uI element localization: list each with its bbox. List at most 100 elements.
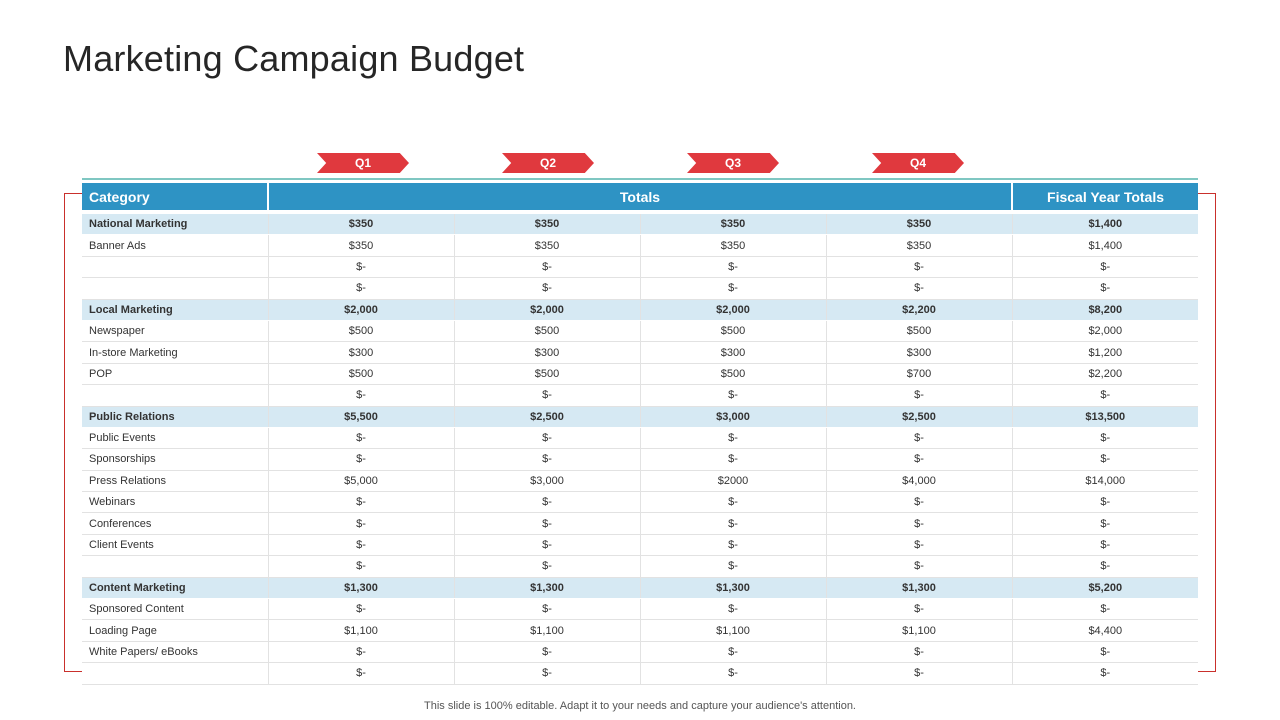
cell-category: Press Relations [82, 470, 269, 493]
cell-q2: $350 [454, 214, 641, 236]
table-row: Sponsorships $- $- $- $- $- [82, 448, 1199, 471]
cell-q4: $1,300 [826, 577, 1013, 600]
cell-q2: $- [454, 534, 641, 557]
cell-q3: $- [640, 256, 827, 279]
cell-fiscal-year-total: $1,400 [1012, 234, 1199, 257]
cell-q3: $2,000 [640, 299, 827, 321]
cell-q2: $- [454, 491, 641, 514]
cell-q4: $350 [826, 214, 1013, 236]
cell-fiscal-year-total: $- [1012, 662, 1199, 685]
cell-category: Conferences [82, 512, 269, 535]
cell-q1: $350 [268, 214, 455, 236]
cell-q4: $- [826, 641, 1013, 664]
cell-q4: $- [826, 534, 1013, 557]
cell-fiscal-year-total: $1,200 [1012, 341, 1199, 364]
cell-q4: $2,200 [826, 299, 1013, 321]
cell-q3: $- [640, 491, 827, 514]
cell-q2: $1,300 [454, 577, 641, 600]
section-row: Local Marketing $2,000 $2,000 $2,000 $2,200 $… [82, 299, 1199, 321]
cell-fiscal-year-total: $4,400 [1012, 619, 1199, 642]
cell-q1: $500 [268, 320, 455, 343]
cell-q4: $- [826, 277, 1013, 300]
table-row: Press Relations $5,000 $3,000 $2000 $4,000 $1… [82, 470, 1199, 493]
table-row: Sponsored Content $- $- $- $- $- [82, 598, 1199, 621]
table-row: In-store Marketing $300 $300 $300 $300 $1,200 [82, 341, 1199, 364]
table-header-row: Category Totals Fiscal Year Totals [82, 183, 1199, 210]
cell-fiscal-year-total: $- [1012, 512, 1199, 535]
cell-fiscal-year-total: $13,500 [1012, 406, 1199, 428]
cell-category: Public Events [82, 427, 269, 450]
table-row: Conferences $- $- $- $- $- [82, 512, 1199, 535]
section-row: Content Marketing $1,300 $1,300 $1,300 $1,30… [82, 577, 1199, 600]
cell-fiscal-year-total: $8,200 [1012, 299, 1199, 321]
cell-q3: $- [640, 512, 827, 535]
cell-q3: $- [640, 448, 827, 471]
cell-fiscal-year-total: $- [1012, 448, 1199, 471]
cell-q2: $- [454, 641, 641, 664]
table-row: $- $- $- $- $- [82, 555, 1199, 578]
table-row: $- $- $- $- $- [82, 277, 1199, 300]
table-row: $- $- $- $- $- [82, 384, 1199, 407]
cell-category: Public Relations [82, 406, 269, 428]
cell-q3: $350 [640, 234, 827, 257]
cell-q3: $500 [640, 363, 827, 386]
quarter-tab-q2: Q2 [502, 153, 594, 173]
cell-category: Loading Page [82, 619, 269, 642]
cell-category: Content Marketing [82, 577, 269, 600]
cell-category: White Papers/ eBooks [82, 641, 269, 664]
cell-q2: $300 [454, 341, 641, 364]
cell-category [82, 555, 269, 578]
cell-q2: $- [454, 448, 641, 471]
cell-q2: $- [454, 384, 641, 407]
cell-fiscal-year-total: $- [1012, 534, 1199, 557]
cell-fiscal-year-total: $- [1012, 491, 1199, 514]
cell-q4: $- [826, 555, 1013, 578]
header-fiscal-year-totals: Fiscal Year Totals [1012, 183, 1199, 210]
table-row: POP $500 $500 $500 $700 $2,200 [82, 363, 1199, 386]
cell-q2: $1,100 [454, 619, 641, 642]
table-row: Public Events $- $- $- $- $- [82, 427, 1199, 450]
header-totals: Totals [268, 183, 1014, 210]
cell-q1: $1,100 [268, 619, 455, 642]
table-row: Loading Page $1,100 $1,100 $1,100 $1,100 $4,4… [82, 619, 1199, 642]
cell-q3: $3,000 [640, 406, 827, 428]
cell-q1: $- [268, 256, 455, 279]
cell-category [82, 662, 269, 685]
cell-fiscal-year-total: $- [1012, 427, 1199, 450]
cell-q4: $- [826, 256, 1013, 279]
cell-fiscal-year-total: $- [1012, 555, 1199, 578]
cell-q3: $1,300 [640, 577, 827, 600]
cell-q3: $- [640, 641, 827, 664]
cell-fiscal-year-total: $- [1012, 277, 1199, 300]
quarter-tab-q4: Q4 [872, 153, 964, 173]
cell-q2: $500 [454, 363, 641, 386]
cell-q4: $1,100 [826, 619, 1013, 642]
cell-q2: $500 [454, 320, 641, 343]
cell-q1: $- [268, 512, 455, 535]
cell-q2: $- [454, 555, 641, 578]
cell-q4: $- [826, 512, 1013, 535]
cell-q1: $- [268, 641, 455, 664]
cell-q3: $2000 [640, 470, 827, 493]
cell-q4: $- [826, 598, 1013, 621]
cell-q3: $- [640, 427, 827, 450]
cell-q4: $4,000 [826, 470, 1013, 493]
table-row: Newspaper $500 $500 $500 $500 $2,000 [82, 320, 1199, 343]
cell-q2: $- [454, 256, 641, 279]
cell-q4: $300 [826, 341, 1013, 364]
section-row: Public Relations $5,500 $2,500 $3,000 $2,500… [82, 406, 1199, 428]
cell-q4: $700 [826, 363, 1013, 386]
cell-q2: $350 [454, 234, 641, 257]
budget-table: Category Totals Fiscal Year Totals Natio… [82, 183, 1199, 685]
cell-q1: $- [268, 384, 455, 407]
cell-category: Sponsored Content [82, 598, 269, 621]
cell-q1: $- [268, 427, 455, 450]
cell-fiscal-year-total: $- [1012, 256, 1199, 279]
cell-category: Sponsorships [82, 448, 269, 471]
cell-q3: $- [640, 555, 827, 578]
cell-fiscal-year-total: $5,200 [1012, 577, 1199, 600]
cell-q3: $350 [640, 214, 827, 236]
table-row: Webinars $- $- $- $- $- [82, 491, 1199, 514]
cell-q2: $2,000 [454, 299, 641, 321]
cell-q3: $- [640, 534, 827, 557]
